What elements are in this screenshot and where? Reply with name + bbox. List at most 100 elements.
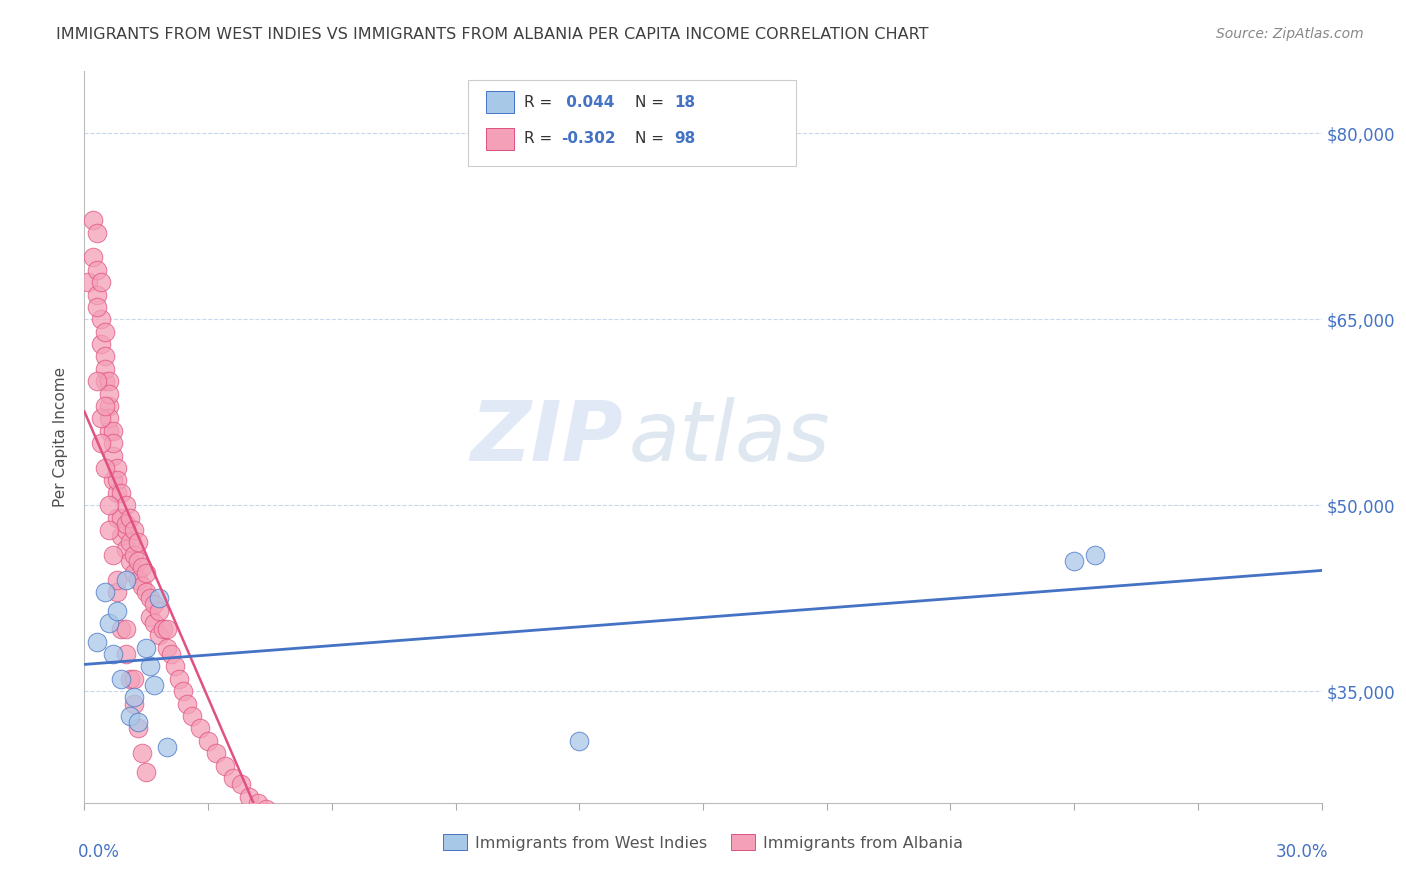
Text: 30.0%: 30.0% [1275,843,1327,861]
Point [131,560,153,574]
Point [312,846,335,860]
Text: atlas: atlas [628,397,831,477]
Point [86,300,108,314]
Point [105,474,128,488]
Point [98,386,121,401]
Point [77,275,100,289]
Point [94,350,117,364]
Legend: Immigrants from West Indies, Immigrants from Albania: Immigrants from West Indies, Immigrants … [437,828,969,857]
Point [127,554,149,568]
Point [246,796,269,810]
Point [114,573,136,587]
Point [263,808,285,822]
Point [114,622,136,636]
Point [568,734,591,748]
Point [148,591,170,606]
Point [152,622,174,636]
Point [105,486,128,500]
Point [94,461,117,475]
Point [135,585,157,599]
Point [103,548,125,562]
Point [127,722,149,736]
Point [90,337,112,351]
Text: IMMIGRANTS FROM WEST INDIES VS IMMIGRANTS FROM ALBANIA PER CAPITA INCOME CORRELA: IMMIGRANTS FROM WEST INDIES VS IMMIGRANT… [56,27,929,42]
Point [122,672,145,686]
Point [135,764,157,779]
Point [122,690,145,705]
Point [295,833,318,847]
Point [139,659,162,673]
Point [118,535,141,549]
Point [254,802,277,816]
Point [110,672,132,686]
Text: 98: 98 [675,131,696,146]
Point [114,647,136,661]
Point [135,566,157,581]
Point [271,814,294,829]
Point [114,523,136,537]
Point [118,510,141,524]
Point [86,374,108,388]
Point [222,771,245,785]
Point [188,722,211,736]
Point [94,374,117,388]
Point [110,486,132,500]
Point [86,262,108,277]
Point [122,523,145,537]
Point [122,566,145,581]
Point [114,541,136,556]
Point [98,399,121,413]
Point [90,411,112,425]
Point [105,510,128,524]
Point [280,821,302,835]
Point [86,226,108,240]
Point [288,827,311,841]
Point [205,746,228,760]
Point [110,622,132,636]
Point [139,591,162,606]
Point [103,436,125,450]
Point [103,474,125,488]
Point [167,672,190,686]
Text: R =: R = [523,131,557,146]
Point [118,709,141,723]
Point [98,523,121,537]
Point [229,777,252,791]
Point [118,672,141,686]
Point [98,615,121,630]
Point [103,424,125,438]
Point [143,615,166,630]
Point [86,634,108,648]
Point [304,839,326,854]
Point [90,436,112,450]
Point [94,585,117,599]
Point [148,628,170,642]
Point [105,604,128,618]
Point [98,374,121,388]
Point [143,678,166,692]
Point [94,362,117,376]
FancyBboxPatch shape [486,91,513,113]
Point [103,449,125,463]
Point [156,739,179,754]
Text: 18: 18 [675,95,696,110]
Point [94,325,117,339]
FancyBboxPatch shape [468,80,796,167]
Point [172,684,194,698]
Point [82,213,104,227]
Point [321,852,343,866]
Point [156,640,179,655]
Point [122,548,145,562]
Point [114,516,136,531]
Point [94,399,117,413]
Y-axis label: Per Capita Income: Per Capita Income [53,367,69,508]
Point [90,312,112,326]
Point [214,758,236,772]
Point [135,640,157,655]
Text: 0.0%: 0.0% [79,843,120,861]
Point [127,715,149,730]
Point [139,610,162,624]
Text: R =: R = [523,95,557,110]
Text: Source: ZipAtlas.com: Source: ZipAtlas.com [1216,27,1364,41]
Point [110,510,132,524]
